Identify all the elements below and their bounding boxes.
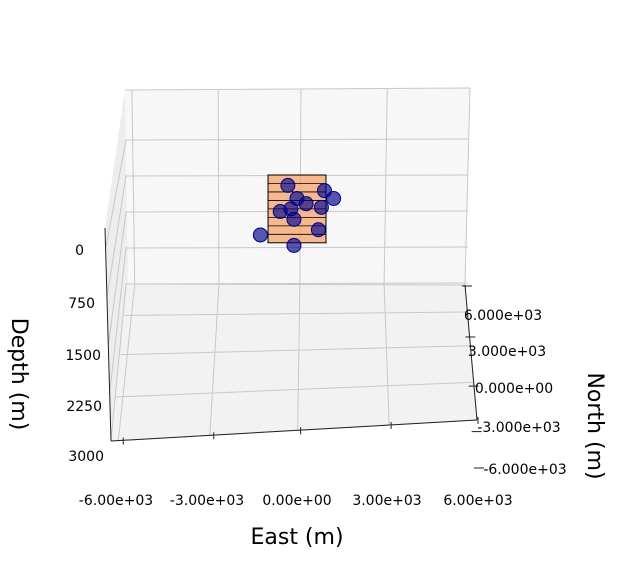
side-pane — [105, 90, 128, 441]
z-tick-label: 1500 — [65, 348, 101, 364]
grid-line — [105, 139, 127, 248]
grid-line — [131, 89, 136, 285]
data-point — [310, 222, 326, 238]
z-tick-label: 2250 — [66, 399, 102, 415]
grid-line — [383, 88, 388, 285]
data-point — [280, 177, 296, 193]
x-axis-line — [110, 419, 478, 442]
data-point — [272, 204, 288, 219]
grid-line — [217, 89, 220, 285]
grid-line — [125, 138, 469, 141]
tick-marks — [122, 285, 484, 469]
grid-line — [109, 247, 127, 393]
z-tick-label: 0 — [75, 243, 84, 259]
z-axis-title: Depth (m) — [6, 318, 31, 431]
y-tick-labels: -6.000e+03 -3.000e+03 0.000e+00 3.000e+0… — [464, 308, 567, 478]
grid-line — [297, 284, 301, 431]
x-tick-labels: -6.00e+03 -3.00e+03 0.00e+00 3.00e+03 6.… — [79, 493, 513, 509]
x-tick-label: -6.00e+03 — [79, 493, 153, 509]
y-tick-label: 0.000e+00 — [475, 381, 553, 397]
z-axis-line — [104, 227, 112, 442]
grid-line — [115, 381, 474, 398]
y-axis-title: North (m) — [582, 372, 607, 479]
grid-line — [124, 87, 471, 91]
y-tick-label: -6.000e+03 — [483, 462, 566, 478]
grid-line — [117, 283, 136, 441]
x-axis-title: East (m) — [250, 525, 343, 550]
data-point — [286, 237, 302, 253]
data-point — [326, 190, 342, 206]
grid-line — [127, 283, 466, 286]
grid-line — [124, 311, 468, 316]
grid-line — [120, 345, 471, 356]
grid-line — [383, 284, 390, 426]
x-tick-label: -3.00e+03 — [170, 493, 244, 509]
data-point — [298, 196, 314, 212]
x-tick-label: 3.00e+03 — [352, 493, 421, 509]
grid-line — [209, 284, 220, 436]
y-tick-label: 3.000e+03 — [468, 344, 546, 360]
y-tick-label: -3.000e+03 — [477, 420, 560, 436]
x-tick-label: 0.00e+00 — [262, 493, 331, 509]
grid-line — [108, 211, 127, 345]
data-point — [313, 199, 329, 215]
grid-line — [106, 175, 127, 296]
z-tick-labels: 0 750 1500 2250 3000 — [65, 243, 104, 465]
z-tick-label: 750 — [68, 296, 95, 312]
x-tick-label: 6.00e+03 — [443, 493, 512, 509]
axes — [104, 227, 478, 442]
data-point — [286, 211, 302, 227]
z-tick-label: 3000 — [68, 449, 104, 465]
floor-pane — [111, 284, 477, 441]
y-axis-line — [464, 284, 478, 421]
y-tick-label: 6.000e+03 — [464, 308, 542, 324]
grid-line — [110, 283, 127, 442]
data-points — [252, 177, 342, 253]
grid-line — [464, 87, 471, 286]
data-point — [252, 227, 268, 243]
